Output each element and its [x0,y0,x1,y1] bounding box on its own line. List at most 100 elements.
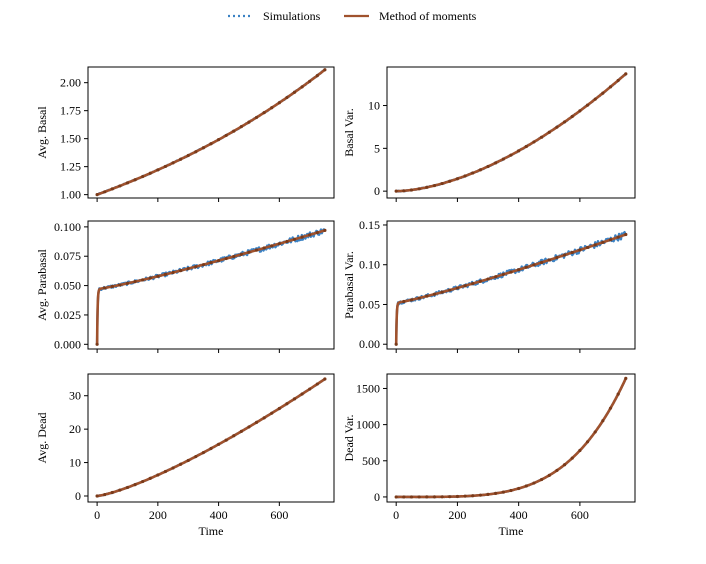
avg-basal-moments-dot [239,125,243,129]
dead-var-moments-dot [570,456,574,460]
avg-parabasal-ytick-label: 0.025 [54,308,81,322]
basal-var-moments-dot [540,135,544,139]
dead-var-moments-dot [425,495,429,499]
avg-parabasal-moments-dot [270,244,274,248]
avg-parabasal-ytick-label: 0.100 [54,220,81,234]
dead-var-moments-dots [394,376,628,499]
basal-var-moments-dot [593,97,597,101]
basal-var-moments-dot [402,189,406,193]
avg-basal-moments-dot [323,68,327,72]
legend-simulations-label: Simulations [263,9,321,23]
avg-basal-moments-dot [308,79,312,83]
panel-parabasal-var: 0.00 0.05 0.10 0.15 Parabasal Var. [342,218,636,353]
avg-parabasal-moments-dot [95,342,99,346]
avg-parabasal-simulations-series [95,228,325,345]
basal-var-moments-dot [425,185,429,189]
legend-moments-label: Method of moments [379,9,477,23]
parabasal-var-moments-dot [616,235,620,239]
avg-basal-moments-dot [285,95,289,100]
parabasal-var-moments-dot [440,290,444,294]
avg-dead-moments-dot [292,397,297,401]
dead-var-ytick-label: 1500 [356,381,380,395]
parabasal-var-moments-dot [608,238,613,242]
parabasal-var-moments-dot [524,265,528,269]
basal-var-moments-dot [455,177,460,181]
avg-basal-moments-dot [110,187,114,191]
avg-parabasal-moments-dot [118,283,122,287]
parabasal-var-moments-dot [417,296,421,300]
avg-dead-moments-dot [141,479,145,484]
avg-dead-moments-dot [156,473,160,477]
avg-parabasal-ytick-label: 0.000 [54,337,81,351]
avg-dead-moments-dot [270,411,274,415]
parabasal-var-moments-dot [509,270,513,274]
basal-var-moments-dot [578,109,582,113]
avg-dead-moments-dots [95,377,327,498]
parabasal-var-moments-dot [402,299,406,304]
avg-parabasal-moments-dot [262,246,266,250]
avg-parabasal-moments-dot [141,278,145,282]
basal-var-moments-dot [570,114,574,119]
parabasal-var-moments-dot [555,255,559,260]
parabasal-var-moments-dot [593,243,597,247]
parabasal-var-moments-dot [562,253,567,257]
avg-dead-moments-dot [262,416,266,420]
avg-basal-moments-dot [171,161,175,165]
avg-parabasal-moments-dot [133,280,137,284]
avg-dead-moments-dot [323,377,327,381]
avg-basal-moments-series [95,68,326,196]
avg-basal-ytick-label: 1.00 [60,188,81,202]
avg-dead-axes-frame [87,373,335,503]
avg-parabasal-moments-series [95,229,325,345]
parabasal-var-moments-dot [601,240,605,244]
avg-dead-moments-dot [247,425,251,429]
avg-dead-moments-dot [179,462,183,466]
avg-parabasal-moments-dot [277,242,281,246]
basal-var-axes-frame [386,66,636,199]
dead-var-moments-dot [394,495,398,499]
avg-dead-moments-dot [209,446,213,451]
avg-parabasal-moments-dot [254,248,259,252]
dead-var-moments-dot [471,494,475,498]
basal-var-moments-dot [440,181,444,186]
basal-var-moments-dot [463,174,467,178]
avg-parabasal-moments-dot [247,250,251,254]
dead-var-moments-series [395,378,627,499]
parabasal-var-ytick-label: 0.00 [359,337,380,351]
avg-basal-ytick-label: 1.50 [60,132,81,146]
avg-parabasal-moments-dot [201,263,206,267]
dead-var-moments-dot [555,468,559,473]
parabasal-var-moments-dot [471,281,475,286]
avg-dead-xlabel: Time [199,524,224,538]
avg-parabasal-moments-dot [163,272,168,277]
basal-var-moments-dot [517,149,521,153]
avg-dead-moments-dot [232,434,236,438]
avg-parabasal-moments-dot [179,268,183,273]
avg-basal-moments-dot [232,129,236,133]
dead-var-moments-dot [593,430,597,434]
dead-var-xtick-label: 0 [393,508,399,522]
avg-parabasal-moments-dot [125,281,130,285]
basal-var-moments-dot [417,187,421,191]
avg-parabasal-moments-dot [216,259,221,263]
basal-var-ylabel: Basal Var. [342,108,356,156]
basal-var-moments-dot [394,189,398,193]
dead-var-ytick-label: 0 [374,490,380,504]
avg-basal-moments-dot [186,153,190,158]
avg-basal-axes-frame [87,66,335,199]
basal-var-moments-dot [494,161,498,165]
avg-basal-ytick-label: 1.25 [60,160,81,174]
avg-basal-moments-dot [270,106,274,110]
avg-dead-moments-dot [300,392,304,396]
avg-basal-moments-dot [247,120,251,124]
avg-parabasal-moments-dot [292,237,297,241]
avg-dead-moments-dot [216,442,221,446]
parabasal-var-moments-dots [394,232,628,346]
panel-dead-var: 0 500 1000 1500 0 200 400 600 Dead Var. Time [342,373,636,538]
parabasal-var-moments-dot [532,263,536,267]
basal-var-ytick-label: 0 [374,184,380,198]
dead-var-moments-dot [478,493,482,497]
basal-var-moments-dot [624,72,628,76]
avg-basal-ytick-label: 1.75 [60,104,81,118]
